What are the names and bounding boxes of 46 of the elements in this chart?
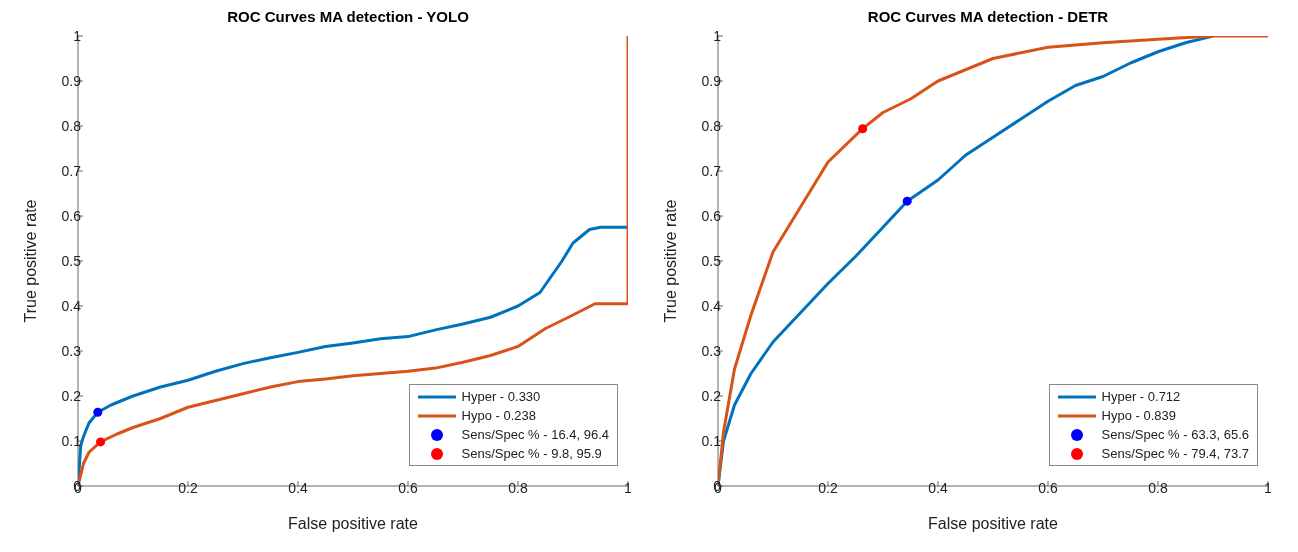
- legend-label: Hypo - 0.238: [461, 407, 536, 425]
- legend-label: Hyper - 0.712: [1101, 388, 1181, 406]
- y-tick-label: 0.7: [701, 162, 722, 179]
- y-tick-label: 0.5: [701, 252, 722, 269]
- legend-label: Sens/Spec % - 16.4, 96.4: [461, 426, 609, 444]
- y-axis-title: True positive rate: [661, 199, 679, 323]
- x-tick-label: 0.6: [1038, 479, 1058, 496]
- y-tick-label: 0.4: [61, 297, 82, 314]
- x-tick-label: 1: [1264, 479, 1273, 496]
- x-axis-title: False positive rate: [928, 515, 1059, 533]
- y-tick-label: 0.9: [61, 72, 82, 89]
- y-tick-label: 0.6: [61, 207, 82, 224]
- y-tick-label: 0.9: [701, 72, 722, 89]
- x-tick-label: 0.8: [1148, 479, 1168, 496]
- y-tick-label: 0.1: [701, 432, 722, 449]
- chart-title: ROC Curves MA detection - DETR: [866, 8, 1110, 25]
- x-tick-label: 0.4: [288, 479, 308, 496]
- x-tick-label: 0.2: [178, 479, 198, 496]
- x-tick-label: 0.6: [398, 479, 418, 496]
- x-tick-label: 1: [624, 479, 633, 496]
- y-tick-label: 1: [73, 27, 82, 44]
- y-tick-label: 1: [713, 27, 722, 44]
- y-tick-label: 0.2: [61, 387, 82, 404]
- y-tick-label: 0.4: [701, 297, 722, 314]
- x-axis-title: False positive rate: [288, 515, 419, 533]
- chart-title: ROC Curves MA detection - YOLO: [226, 8, 470, 25]
- y-tick-label: 0.3: [61, 342, 82, 359]
- y-tick-label: 0.8: [61, 117, 82, 134]
- y-tick-label: 0: [73, 477, 82, 494]
- y-tick-label: 0.8: [701, 117, 722, 134]
- y-tick-label: 0.1: [61, 432, 82, 449]
- y-tick-label: 0.7: [61, 162, 82, 179]
- legend-label: Sens/Spec % - 9.8, 95.9: [461, 445, 602, 463]
- y-tick-label: 0.6: [701, 207, 722, 224]
- y-tick-label: 0.2: [701, 387, 722, 404]
- legend-label: Hypo - 0.839: [1101, 407, 1176, 425]
- y-axis-title: True positive rate: [21, 199, 39, 323]
- x-tick-label: 0.8: [508, 479, 528, 496]
- y-tick-label: 0: [713, 477, 722, 494]
- y-tick-label: 0.5: [61, 252, 82, 269]
- legend-label: Sens/Spec % - 79.4, 73.7: [1101, 445, 1249, 463]
- legend-label: Sens/Spec % - 63.3, 65.6: [1101, 426, 1249, 444]
- legend-label: Hyper - 0.330: [461, 388, 541, 406]
- x-tick-label: 0.2: [818, 479, 838, 496]
- y-tick-label: 0.3: [701, 342, 722, 359]
- x-tick-label: 0.4: [928, 479, 948, 496]
